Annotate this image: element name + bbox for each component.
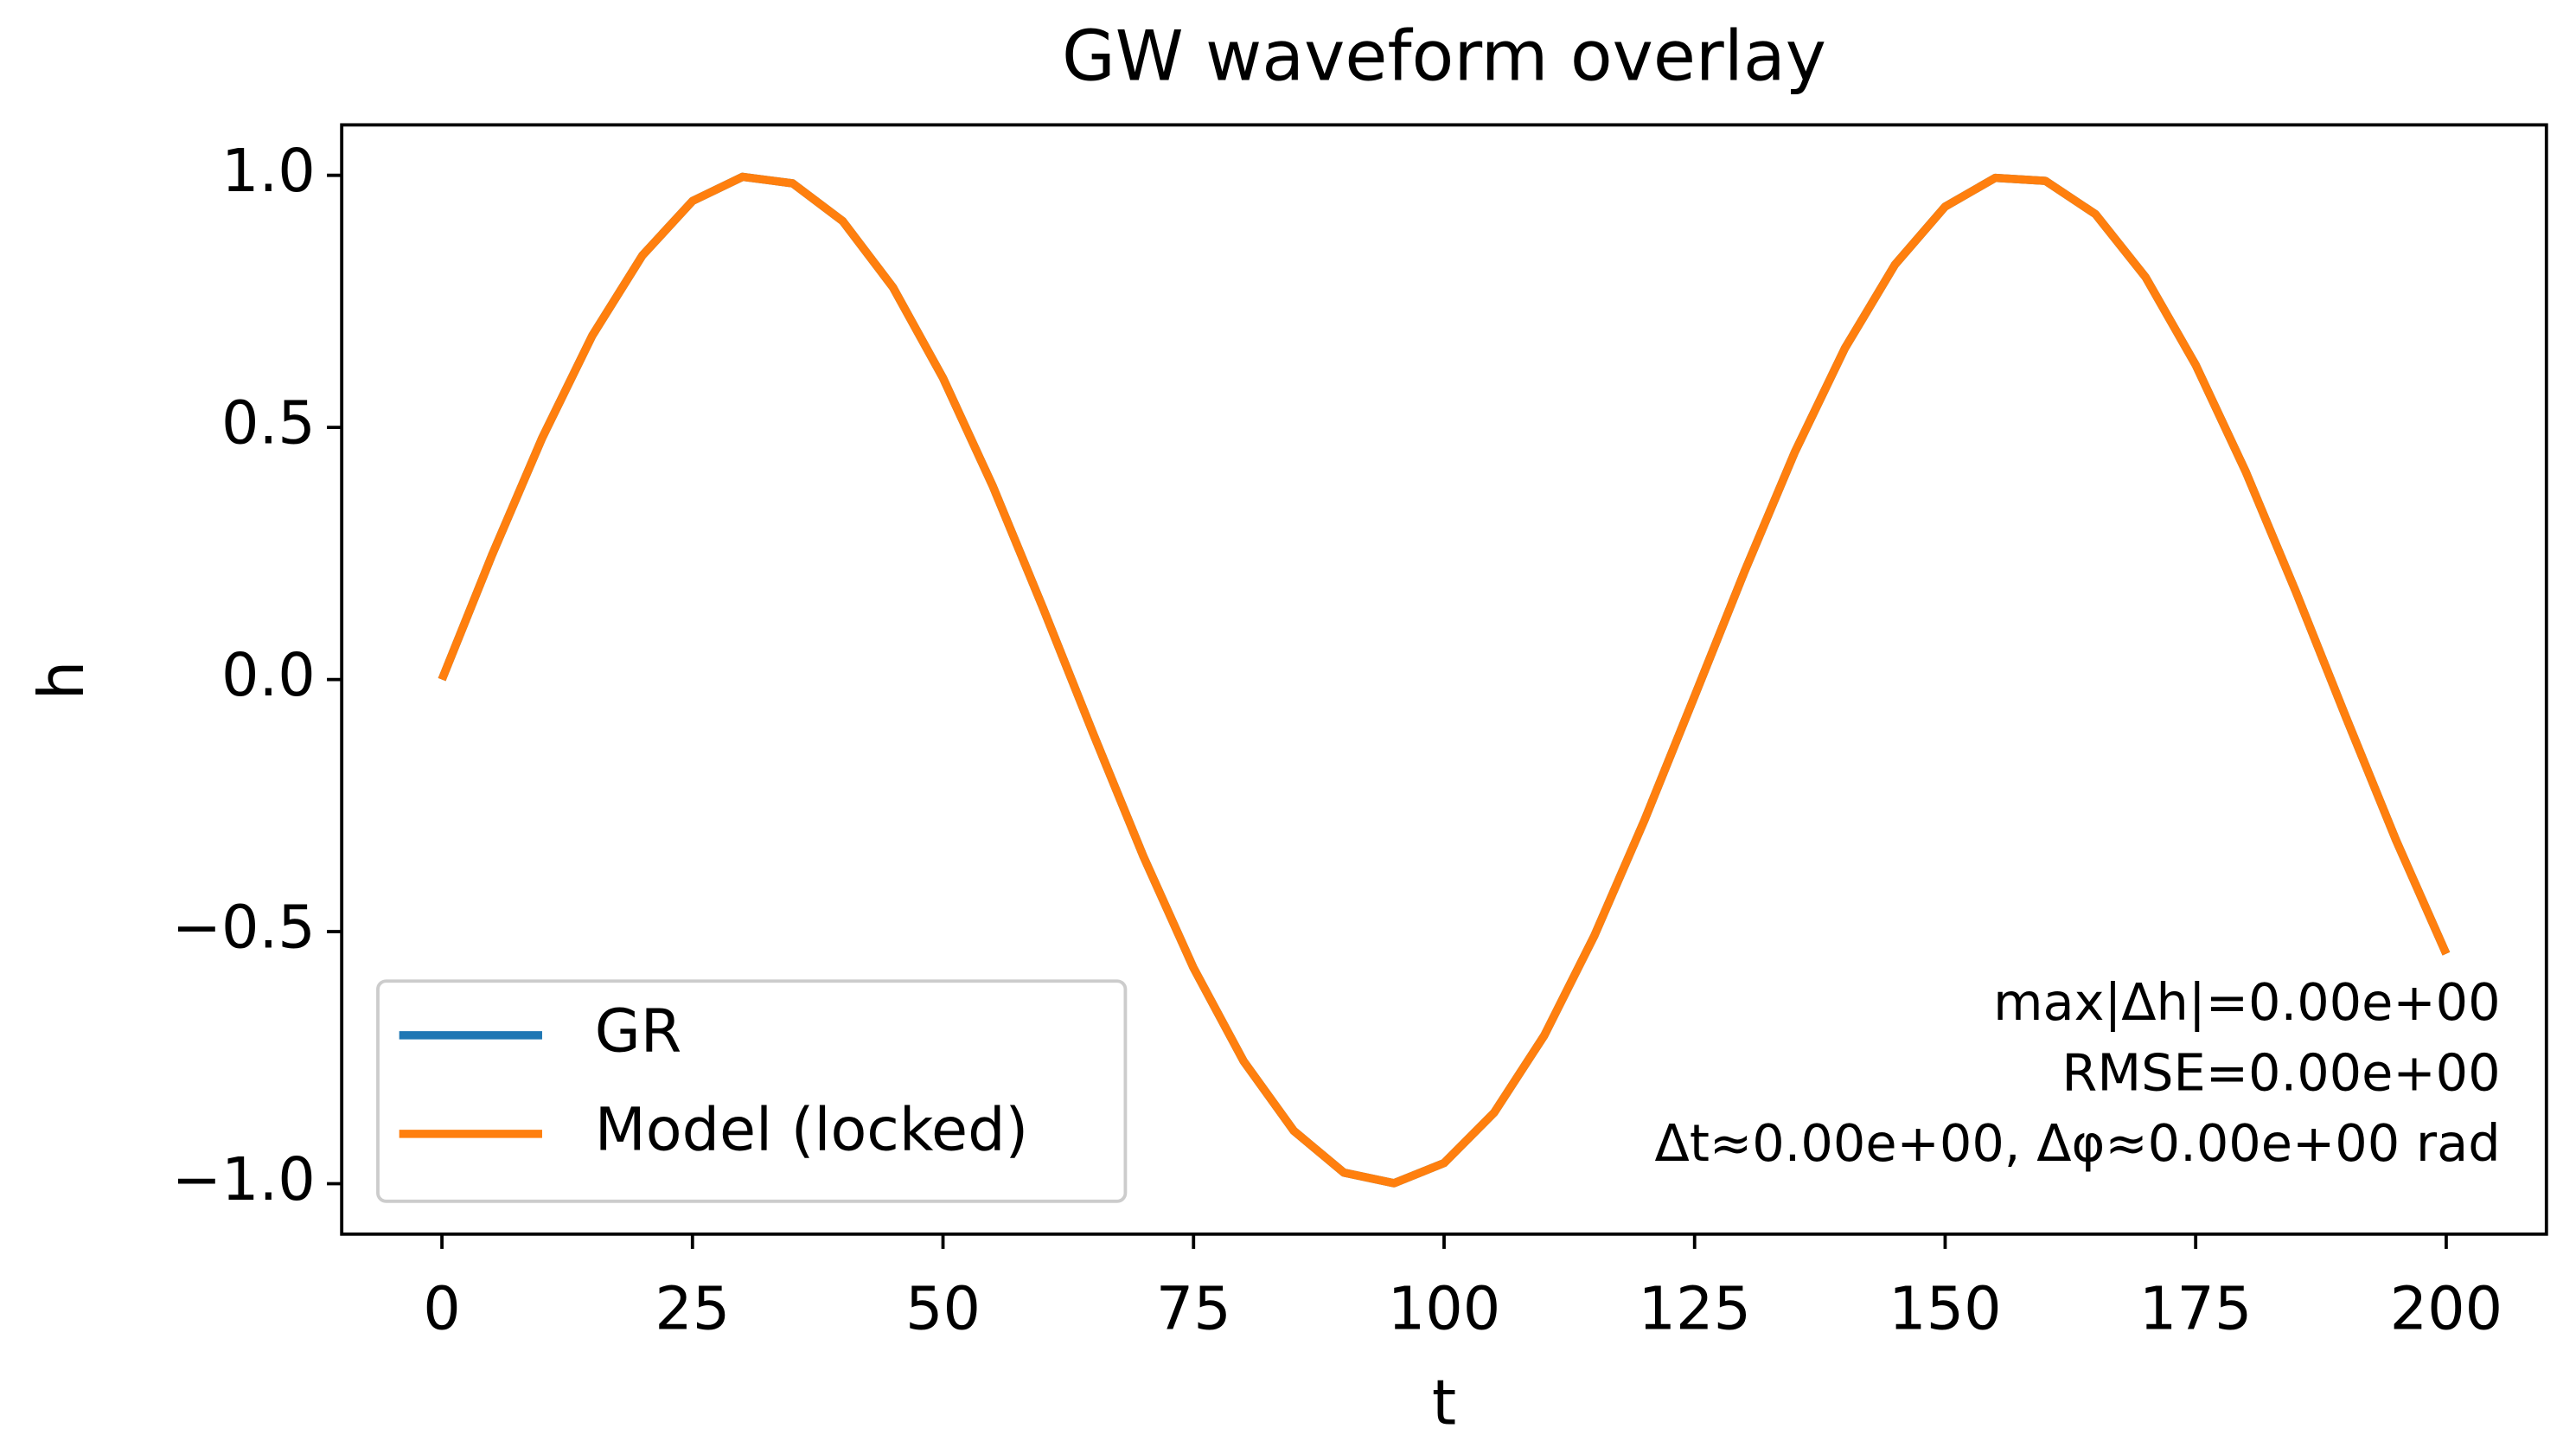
y-tick-label: −1.0 bbox=[172, 1146, 316, 1214]
y-tick-label: −0.5 bbox=[172, 894, 316, 963]
x-tick-label: 125 bbox=[1638, 1276, 1751, 1344]
annotation: RMSE=0.00e+00 bbox=[2061, 1043, 2500, 1103]
legend-label: GR bbox=[595, 997, 682, 1066]
x-tick-label: 0 bbox=[423, 1276, 461, 1344]
y-axis-label: h bbox=[26, 661, 99, 701]
x-tick-label: 75 bbox=[1156, 1276, 1231, 1344]
chart-title: GW waveform overlay bbox=[1062, 16, 1826, 96]
x-tick-label: 175 bbox=[2139, 1276, 2253, 1344]
x-tick-label: 100 bbox=[1388, 1276, 1501, 1344]
y-tick-label: 0.5 bbox=[221, 390, 316, 458]
y-tick-label: 1.0 bbox=[221, 138, 316, 206]
x-tick-label: 25 bbox=[655, 1276, 730, 1344]
legend-label: Model (locked) bbox=[595, 1096, 1028, 1164]
y-tick-label: 0.0 bbox=[221, 642, 316, 710]
annotation: Δt≈0.00e+00, Δφ≈0.00e+00 rad bbox=[1655, 1113, 2501, 1173]
legend-box bbox=[376, 979, 1128, 1203]
x-axis-label: t bbox=[1432, 1367, 1456, 1439]
annotation: max|Δh|=0.00e+00 bbox=[1993, 972, 2500, 1032]
x-tick-label: 50 bbox=[905, 1276, 981, 1344]
x-tick-label: 200 bbox=[2390, 1276, 2503, 1344]
series-line bbox=[438, 172, 2451, 1188]
x-tick-label: 150 bbox=[1889, 1276, 2002, 1344]
